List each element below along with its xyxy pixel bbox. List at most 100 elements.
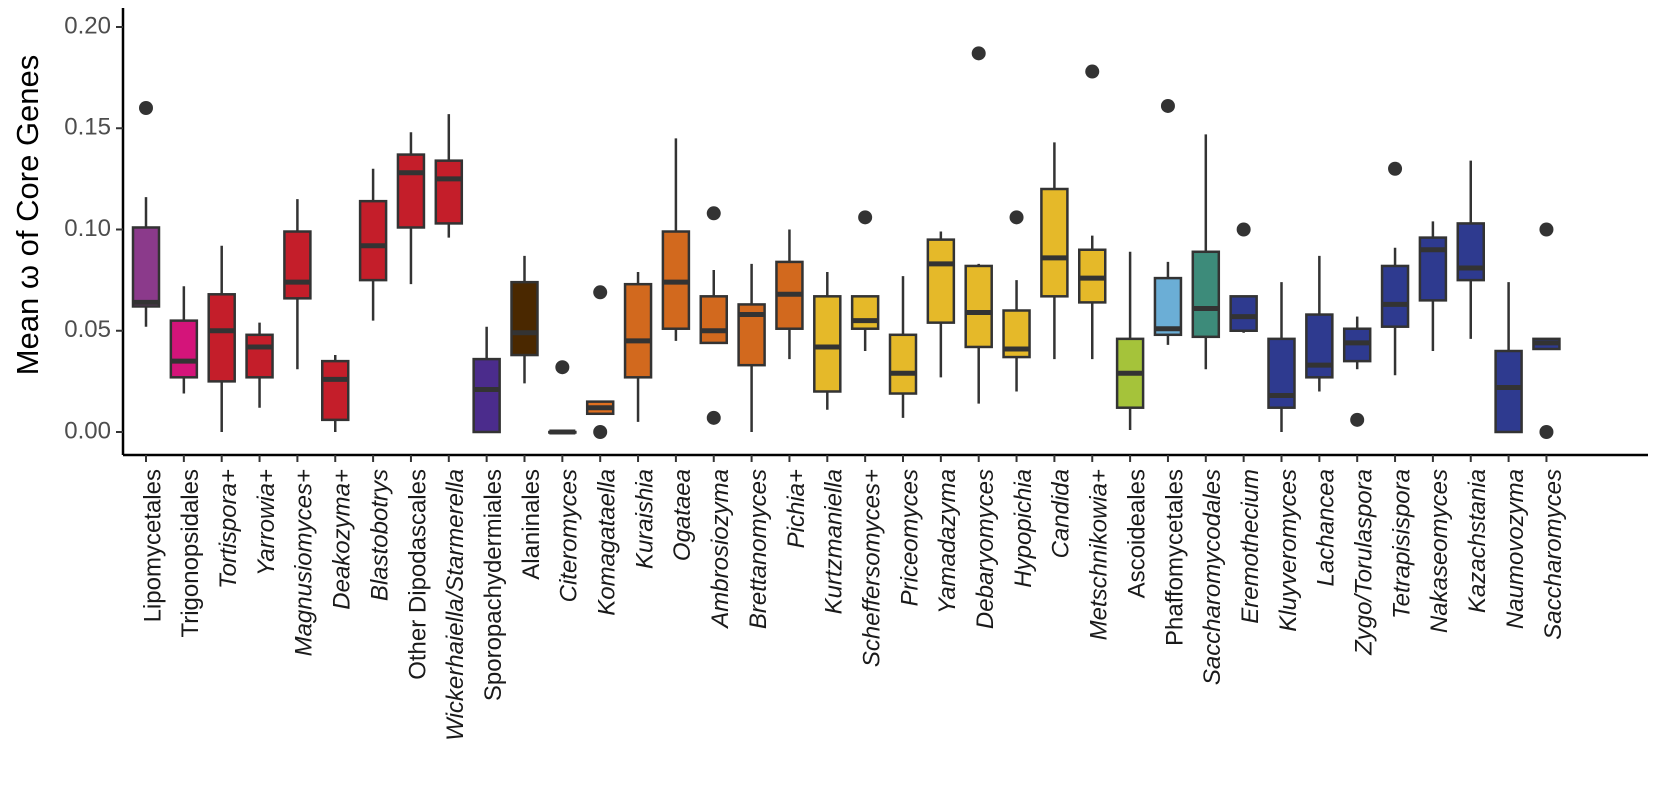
category-label: Kazachstania <box>1464 469 1491 613</box>
box <box>813 295 842 393</box>
category-label: Naumovozyma <box>1502 469 1529 629</box>
box-group <box>1191 134 1221 370</box>
category-label: Tetrapisispora <box>1388 469 1415 619</box>
box <box>472 357 501 434</box>
category-label: Ascoideales <box>1123 469 1150 598</box>
category-label: Wickerhaiella/Starmerella <box>442 469 469 741</box>
box-group <box>1305 255 1334 392</box>
category-label: Trigonopsidales <box>177 469 204 638</box>
box-group <box>1532 222 1561 439</box>
box-group <box>169 286 199 394</box>
box-group <box>245 322 274 408</box>
category-label: Lipomycetales <box>139 469 166 622</box>
box-group <box>813 272 842 410</box>
category-label: Citeromyces <box>556 469 583 602</box>
y-tick-label: 0.20 <box>64 12 111 39</box>
y-tick-label: 0.15 <box>64 114 111 141</box>
box <box>964 264 993 349</box>
category-label: Yarrowia+ <box>253 469 280 576</box>
box-group <box>623 272 653 422</box>
box <box>434 159 464 225</box>
box <box>623 282 653 379</box>
outlier-point <box>593 425 608 439</box>
category-label: Nakaseomyces <box>1426 469 1453 633</box>
category-label: Blastobotrys <box>366 469 393 601</box>
outlier-point <box>858 210 873 225</box>
category-label: Scheffersomyces+ <box>858 469 885 667</box>
box <box>1305 313 1334 379</box>
box <box>321 359 350 422</box>
box <box>396 153 426 229</box>
box-group <box>1456 160 1485 339</box>
category-label: Eremothecium <box>1237 469 1264 624</box>
box-group <box>548 360 577 435</box>
category-label: Ogataea <box>669 469 696 561</box>
box-group <box>434 114 464 238</box>
box-group <box>964 46 993 404</box>
outlier-point <box>1160 98 1175 113</box>
box <box>888 333 918 395</box>
outlier-point <box>706 410 721 425</box>
box <box>283 230 312 300</box>
box <box>1418 236 1448 302</box>
category-label: Deakozyma+ <box>329 469 356 610</box>
box <box>245 333 274 379</box>
box-group <box>131 101 161 327</box>
x-axis <box>123 453 1648 462</box>
outlier-point <box>706 206 721 221</box>
box-group <box>850 210 880 351</box>
box-group <box>1418 221 1448 351</box>
box <box>1456 222 1485 282</box>
category-label: Ambrosiozyma <box>707 469 734 630</box>
category-label: Pichia+ <box>783 469 810 548</box>
box <box>207 293 236 383</box>
outlier-point <box>139 101 153 115</box>
box-group <box>396 132 426 285</box>
box-group <box>699 206 728 425</box>
box <box>510 280 539 357</box>
category-label: Yamadazyma <box>934 469 961 614</box>
category-label: Debaryomyces <box>972 469 999 629</box>
box-group <box>207 245 236 432</box>
outlier-point <box>1388 161 1403 176</box>
category-labels: Lipomycetales Trigonopsidales Tortispora+ Y… <box>139 469 1566 741</box>
y-axis-label: Mean ω of Core Genes <box>10 55 45 376</box>
category-label: Priceomyces <box>896 469 923 606</box>
box-group <box>472 326 501 434</box>
box-group <box>775 229 804 360</box>
category-label: Komagataella <box>594 469 621 616</box>
category-label: Kuraishia <box>631 469 658 569</box>
category-label: Kurtzmaniella <box>821 469 848 614</box>
outlier-point <box>1009 210 1024 225</box>
box <box>131 226 161 308</box>
box-group <box>1002 210 1031 392</box>
outlier-point <box>1350 412 1365 427</box>
outlier-point <box>1085 64 1100 79</box>
box <box>1229 295 1258 333</box>
box <box>1494 349 1523 434</box>
category-label: Kluyveromyces <box>1275 469 1302 632</box>
box-group <box>321 355 350 432</box>
box-group <box>510 255 539 384</box>
category-label: Brettanomyces <box>745 469 772 629</box>
category-label: Other Dipodascales <box>404 469 431 680</box>
box <box>699 295 728 345</box>
box <box>850 295 880 330</box>
box-group <box>1078 64 1107 360</box>
box <box>926 238 956 324</box>
y-axis: 0.00 0.05 0.10 0.15 0.20 <box>64 8 125 455</box>
outlier-point <box>1539 222 1554 237</box>
box <box>1191 250 1221 339</box>
category-label: Candida <box>1048 469 1075 558</box>
box-group <box>585 285 615 439</box>
box-group <box>926 231 956 378</box>
outlier-point <box>971 46 986 61</box>
outlier-point <box>555 360 570 375</box>
category-label: Alaninales <box>518 469 545 580</box>
box-group <box>358 168 388 321</box>
category-label: Sporopachydermiales <box>480 469 507 701</box>
category-label: Lachancea <box>1313 469 1340 586</box>
category-label: Phaffomycetales <box>1161 469 1188 646</box>
outlier-point <box>593 285 608 300</box>
